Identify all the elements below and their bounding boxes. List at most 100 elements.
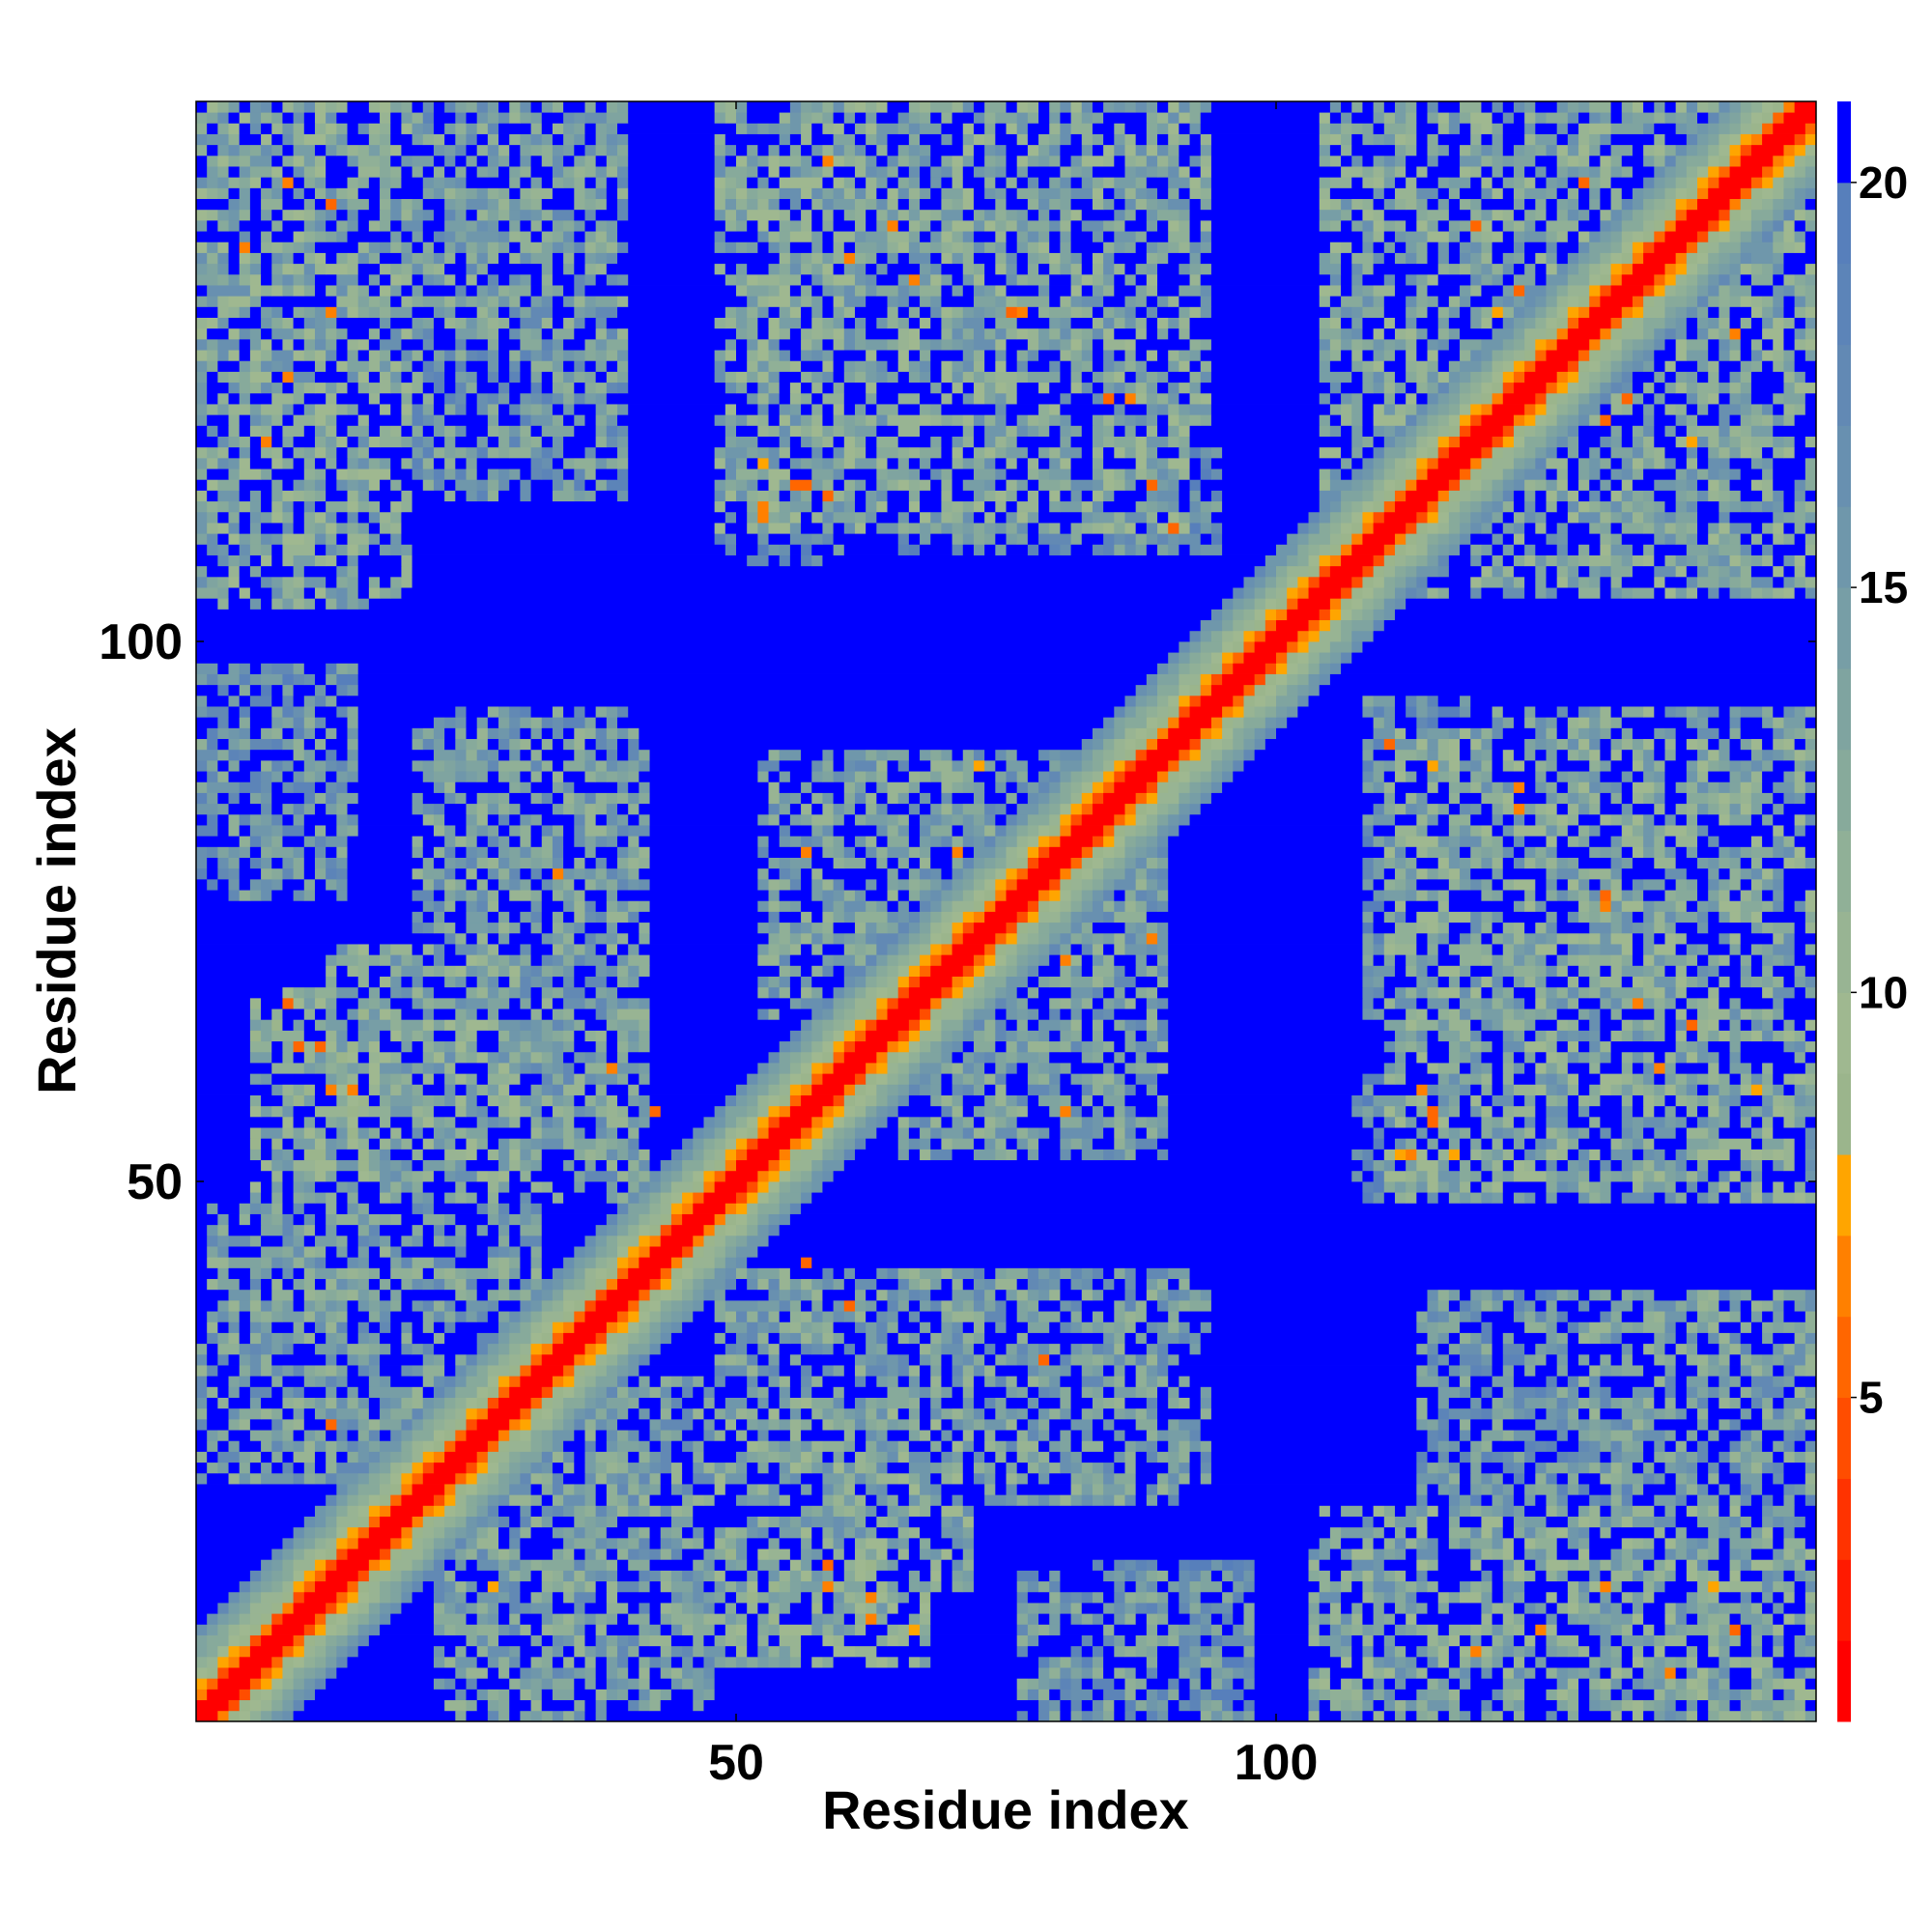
- heatmap-cell: [973, 1299, 985, 1312]
- heatmap-cell: [1643, 1472, 1655, 1485]
- heatmap-cell: [347, 1484, 359, 1495]
- heatmap-cell: [498, 1311, 510, 1322]
- heatmap-cell: [444, 1603, 456, 1614]
- heatmap-cell: [401, 1246, 456, 1258]
- heatmap-cell: [724, 1559, 737, 1571]
- heatmap-cell: [1492, 1603, 1504, 1614]
- heatmap-cell: [1210, 1689, 1244, 1701]
- heatmap-cell: [520, 1299, 531, 1312]
- heatmap-cell: [584, 1246, 597, 1258]
- heatmap-cell: [1092, 1484, 1104, 1495]
- heatmap-cell: [1081, 1678, 1094, 1690]
- heatmap-cell: [261, 1203, 272, 1214]
- heatmap-cell: [703, 1407, 716, 1420]
- heatmap-cell: [1740, 1353, 1752, 1366]
- heatmap-cell: [736, 1559, 748, 1571]
- heatmap-cell: [196, 1257, 208, 1268]
- heatmap-cell: [1762, 1516, 1774, 1528]
- heatmap-cell: [628, 1332, 639, 1345]
- heatmap-cell: [628, 1311, 639, 1322]
- heatmap-cell: [217, 1613, 229, 1625]
- heatmap-cell: [1697, 1656, 1719, 1668]
- heatmap-cell: [789, 1170, 802, 1182]
- heatmap-cell: [574, 1678, 585, 1690]
- heatmap-cell: [703, 1386, 716, 1398]
- heatmap-cell: [724, 1203, 737, 1214]
- heatmap-cell: [1524, 1321, 1547, 1333]
- heatmap-cell: [1146, 1407, 1158, 1420]
- heatmap-cell: [1675, 1440, 1688, 1452]
- heatmap-cell: [833, 1634, 845, 1647]
- heatmap-cell: [1383, 1192, 1396, 1204]
- heatmap-cell: [293, 1267, 305, 1280]
- heatmap-cell: [433, 1591, 445, 1604]
- heatmap-cell: [1719, 1343, 1730, 1355]
- heatmap-cell: [693, 1484, 716, 1495]
- heatmap-cell: [843, 1430, 856, 1441]
- heatmap-cell: [724, 1430, 737, 1441]
- heatmap-cell: [1416, 1580, 1428, 1593]
- heatmap-cell: [380, 1591, 391, 1604]
- heatmap-cell: [757, 1365, 769, 1377]
- heatmap-cell: [1643, 1613, 1665, 1625]
- heatmap-cell: [487, 1451, 499, 1463]
- heatmap-cell: [271, 1192, 283, 1204]
- heatmap-cell: [584, 1149, 597, 1161]
- heatmap-cell: [228, 1613, 241, 1625]
- heatmap-cell: [1750, 1386, 1763, 1398]
- heatmap-cell: [1546, 1591, 1558, 1604]
- heatmap-cell: [714, 1246, 726, 1258]
- heatmap-cell: [639, 1645, 662, 1658]
- heatmap-cell: [1114, 1624, 1148, 1635]
- heatmap-cell: [768, 1321, 781, 1333]
- heatmap-cell: [487, 1257, 499, 1268]
- heatmap-cell: [1589, 1603, 1601, 1614]
- heatmap-cell: [789, 1559, 802, 1571]
- heatmap-cell: [1254, 1678, 1309, 1690]
- heatmap-cell: [530, 1332, 543, 1345]
- heatmap-cell: [466, 1494, 478, 1506]
- heatmap-cell: [1686, 1159, 1698, 1172]
- heatmap-cell: [1179, 1559, 1190, 1571]
- heatmap-cell: [1750, 1299, 1763, 1312]
- heatmap-cell: [1179, 1397, 1190, 1409]
- heatmap-cell: [433, 1376, 445, 1387]
- heatmap-cell: [1783, 1321, 1796, 1333]
- heatmap-cell: [498, 1235, 510, 1247]
- heatmap-cell: [520, 1451, 543, 1463]
- heatmap-cell: [930, 1376, 942, 1387]
- heatmap-cell: [357, 1591, 370, 1604]
- heatmap-cell: [530, 1353, 543, 1366]
- heatmap-cell: [887, 1516, 899, 1528]
- heatmap-cell: [1470, 1462, 1482, 1474]
- heatmap-cell: [1610, 1526, 1655, 1539]
- heatmap-cell: [1589, 1299, 1611, 1312]
- heatmap-cell: [920, 1365, 931, 1377]
- heatmap-cell: [779, 1332, 791, 1345]
- heatmap-cell: [282, 1224, 295, 1236]
- heatmap-cell: [1070, 1451, 1083, 1463]
- heatmap-cell: [433, 1267, 445, 1280]
- heatmap-cell: [724, 1645, 737, 1658]
- heatmap-cell: [628, 1645, 639, 1658]
- heatmap-cell: [1589, 1494, 1601, 1506]
- heatmap-cell: [520, 1645, 543, 1658]
- heatmap-cell: [1103, 1149, 1115, 1161]
- heatmap-cell: [1049, 1494, 1061, 1506]
- heatmap-cell: [660, 1526, 672, 1539]
- heatmap-cell: [422, 1505, 435, 1517]
- heatmap-cell: [1773, 1526, 1784, 1539]
- heatmap-cell: [703, 1678, 716, 1690]
- heatmap-cell: [757, 1418, 769, 1431]
- heatmap-cell: [336, 1203, 348, 1214]
- heatmap-cell: [228, 1213, 241, 1226]
- heatmap-cell: [466, 1645, 478, 1658]
- heatmap-cell: [670, 1159, 683, 1172]
- heatmap-cell: [1362, 1603, 1375, 1614]
- heatmap-cell: [1114, 1267, 1125, 1280]
- heatmap-cell: [1243, 1613, 1256, 1625]
- heatmap-cell: [1729, 1505, 1742, 1517]
- heatmap-cell: [747, 1213, 758, 1226]
- heatmap-cell: [487, 1710, 499, 1722]
- heatmap-cell: [962, 1516, 975, 1528]
